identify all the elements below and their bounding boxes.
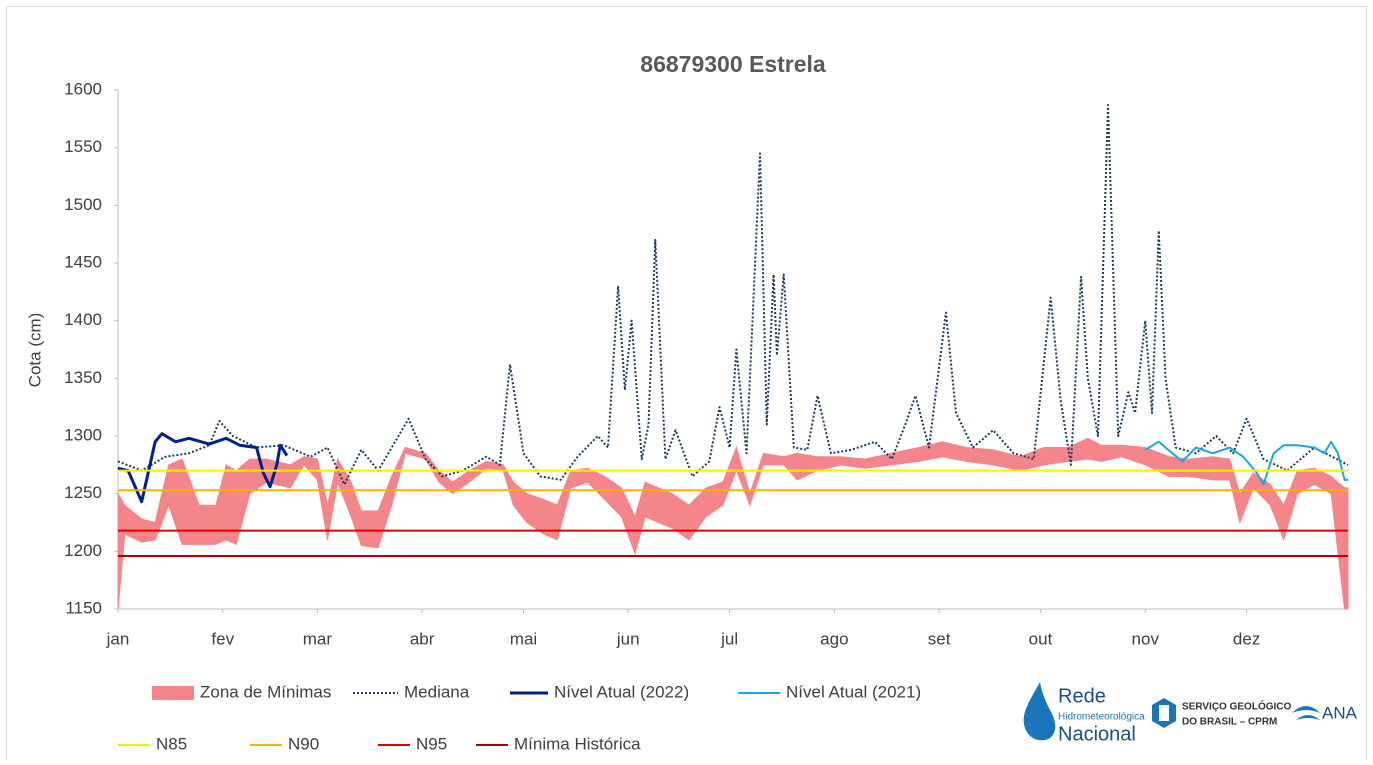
x-tick-label: abr (410, 629, 435, 648)
x-tick-label: jan (106, 629, 130, 648)
legend-label: Mediana (404, 682, 470, 701)
logo-text: ANA (1322, 703, 1358, 722)
x-tick-label: mar (303, 629, 333, 648)
legend-label: Mínima Histórica (514, 734, 641, 753)
legend-label: Nível Atual (2022) (554, 682, 689, 701)
x-tick-label: jun (616, 629, 640, 648)
legend-label: N85 (156, 734, 187, 753)
y-tick-label: 1400 (64, 310, 102, 329)
legend-swatch (152, 686, 194, 700)
y-tick-label: 1150 (65, 598, 102, 617)
y-tick-label: 1600 (64, 79, 102, 98)
logo-ana: ANA (1292, 703, 1358, 722)
y-tick-label: 1450 (64, 252, 102, 271)
x-tick-label: ago (820, 629, 848, 648)
x-tick-label: out (1029, 629, 1053, 648)
logo-text: Rede (1058, 685, 1106, 707)
logo-text: Hidrometeorológica (1058, 712, 1145, 723)
series-line (1144, 440, 1348, 486)
x-tick-label: fev (211, 629, 234, 648)
x-tick-label: nov (1132, 629, 1160, 648)
logo-text: Nacional (1058, 723, 1136, 745)
logo-drop (1023, 682, 1056, 741)
chart-border (6, 6, 1367, 765)
legend-label: N95 (416, 734, 447, 753)
legend-label: Nível Atual (2021) (786, 682, 921, 701)
y-tick-label: 1550 (64, 137, 102, 156)
logo-cprm: SERVIÇO GEOLÓGICO DO BRASIL – CPRM (1152, 698, 1291, 728)
y-tick-label: 1350 (64, 368, 102, 387)
series-line (117, 432, 289, 504)
x-tick-label: mai (510, 629, 537, 648)
chart-title: 86879300 Estrela (640, 51, 826, 77)
x-tick-label: dez (1233, 629, 1260, 648)
legend-label: N90 (288, 734, 319, 753)
legend-label: Zona de Mínimas (200, 682, 331, 701)
logo-wave (1292, 706, 1320, 720)
logo-hex-inner (1159, 705, 1169, 721)
y-tick-label: 1300 (64, 425, 102, 444)
y-tick-label: 1500 (64, 195, 102, 214)
logo-text: SERVIÇO GEOLÓGICO (1182, 700, 1291, 713)
y-axis-label: Cota (cm) (25, 313, 44, 388)
y-tick-label: 1250 (64, 483, 102, 502)
y-tick-label: 1200 (64, 541, 102, 560)
x-tick-label: jul (720, 629, 738, 648)
x-tick-label: set (928, 629, 951, 648)
series-line (117, 103, 1349, 486)
logo-text: DO BRASIL – CPRM (1182, 717, 1277, 728)
logo-rede: Rede Hidrometeorológica Nacional (1023, 682, 1145, 745)
